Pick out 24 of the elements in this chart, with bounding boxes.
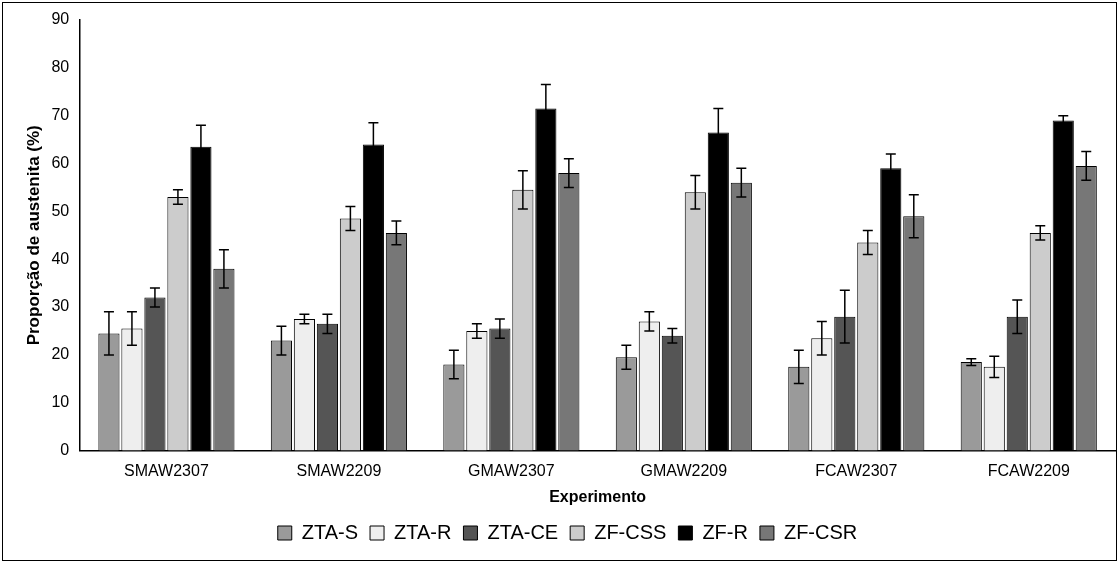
y-tick-label: 90: [51, 10, 70, 28]
x-tick-label: GMAW2307: [468, 461, 555, 479]
x-tick-label: GMAW2209: [640, 461, 728, 479]
legend-label: ZTA-CE: [487, 520, 559, 543]
y-tick-label: 20: [51, 345, 70, 363]
y-tick-label: 70: [51, 106, 70, 124]
legend-label: ZTA-S: [301, 520, 359, 543]
y-tick-label: 10: [51, 393, 70, 411]
legend-label: ZTA-R: [394, 520, 452, 543]
legend-label: ZF-R: [702, 520, 748, 543]
x-tick-label: FCAW2209: [987, 461, 1070, 479]
y-tick-label: 40: [51, 249, 70, 267]
y-tick-label: 60: [51, 153, 70, 171]
x-tick-label: SMAW2307: [124, 461, 209, 479]
x-tick-label: FCAW2307: [815, 461, 898, 479]
y-axis-title: Proporção de austenita (%): [23, 125, 43, 346]
y-tick-label: 30: [51, 297, 70, 315]
x-axis-title: Experimento: [549, 487, 647, 505]
y-tick-label: 50: [51, 201, 70, 219]
legend-label: ZF-CSR: [783, 520, 858, 543]
y-tick-label: 80: [51, 58, 70, 76]
x-tick-label: SMAW2209: [296, 461, 382, 479]
legend-label: ZF-CSS: [594, 520, 667, 543]
y-tick-label: 0: [60, 441, 70, 459]
